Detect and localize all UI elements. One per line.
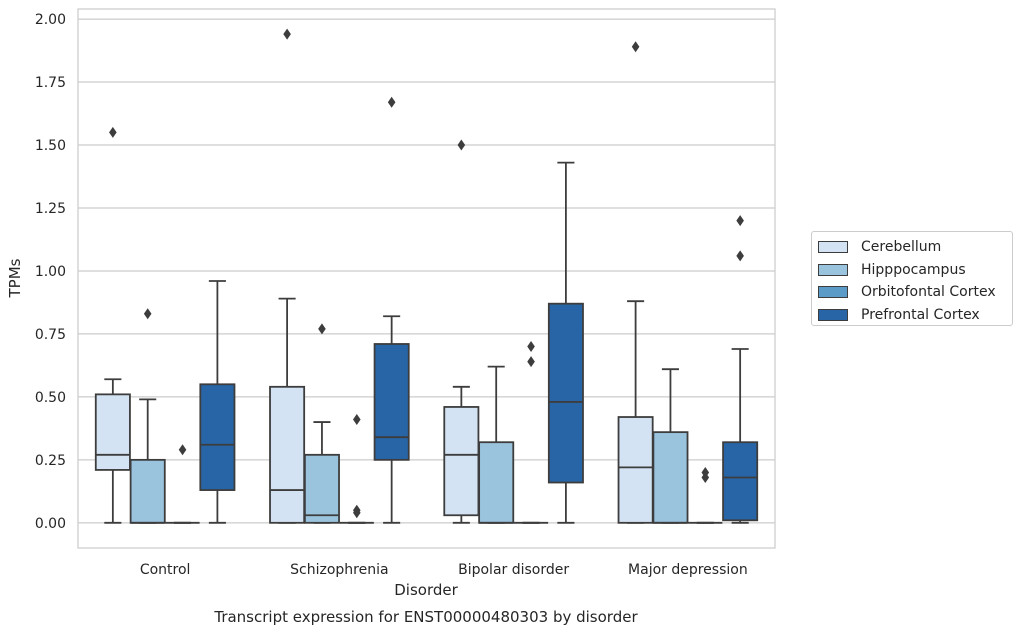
legend-swatch [818, 263, 848, 276]
x-tick-label: Bipolar disorder [458, 562, 569, 578]
legend-label: Orbitofontal Cortex [861, 284, 996, 301]
y-tick-label: 0.75 [35, 327, 66, 343]
box-1-2 [339, 414, 374, 524]
x-tick-label: Control [140, 562, 191, 578]
legend-item: Orbitofontal Cortex [818, 281, 1012, 304]
box-3-3 [722, 215, 759, 524]
outlier-point [527, 356, 535, 368]
outlier-point [353, 414, 361, 426]
box-2-1 [478, 365, 515, 524]
y-tick-label: 0.00 [35, 516, 66, 532]
outlier-point [457, 139, 466, 151]
box-body [303, 453, 340, 524]
box-3-1 [652, 368, 689, 524]
box-body [199, 383, 236, 491]
box-1-1 [303, 323, 340, 524]
x-tick-label: Major depression [628, 562, 748, 578]
outlier-point [353, 507, 361, 519]
box-1-0 [269, 28, 306, 524]
outlier-point [318, 323, 326, 335]
box-body [478, 441, 515, 524]
legend-item: Cerebellum [818, 236, 1012, 259]
y-tick-label: 1.00 [35, 264, 66, 280]
box-body [94, 393, 131, 471]
outlier-point [736, 215, 744, 227]
plot-frame [77, 8, 776, 549]
box-body [129, 458, 166, 524]
y-axis-label: TPMs [6, 258, 24, 298]
outlier-point [736, 250, 744, 262]
y-tick-labels: 0.00 0.25 0.50 0.75 1.00 1.25 1.50 1.75 2.00 [35, 12, 66, 532]
box-2-0 [443, 139, 480, 524]
box-3-0 [617, 41, 654, 524]
box-1-3 [373, 96, 410, 524]
y-tick-label: 0.50 [35, 390, 66, 406]
outlier-point [143, 308, 152, 320]
legend-item: Prefrontal Cortex [818, 304, 1012, 327]
y-tick-label: 1.25 [35, 201, 66, 217]
x-axis-label: Disorder [394, 581, 458, 599]
chart-title: Transcript expression for ENST0000048030… [213, 608, 638, 626]
outlier-point [387, 96, 396, 108]
box-0-2 [165, 444, 200, 524]
outlier-point [527, 341, 535, 353]
box-body [373, 343, 410, 461]
box-0-0 [94, 126, 131, 524]
box-body [443, 406, 480, 517]
legend-item: Hipppocampus [818, 259, 1012, 282]
box-3-2 [688, 466, 723, 524]
box-body [722, 441, 759, 522]
box-body [617, 416, 654, 524]
outlier-point [701, 471, 710, 483]
box-0-1 [129, 308, 166, 524]
outlier-point [631, 41, 640, 53]
outlier-point [109, 126, 117, 138]
box-body [547, 302, 584, 484]
boxes-group [94, 28, 759, 524]
y-tick-label: 1.50 [35, 138, 66, 154]
box-2-2 [513, 341, 549, 524]
box-2-3 [547, 161, 584, 524]
legend-label: Prefrontal Cortex [861, 306, 980, 323]
y-tick-label: 2.00 [35, 12, 66, 28]
box-0-3 [199, 280, 236, 524]
x-tick-label: Schizophrenia [290, 562, 388, 578]
legend-swatch [818, 308, 848, 321]
outlier-point [283, 28, 291, 40]
legend: Cerebellum Hipppocampus Orbitofontal Corte… [811, 231, 1013, 326]
outlier-point [178, 444, 187, 456]
y-tick-label: 0.25 [35, 453, 66, 469]
y-tick-label: 1.75 [35, 75, 66, 91]
legend-label: Hipppocampus [861, 261, 966, 278]
x-tick-labels: Control Schizophrenia Bipolar disorder Majo… [140, 562, 748, 578]
box-body [652, 431, 689, 524]
legend-swatch [818, 241, 848, 254]
legend-label: Cerebellum [861, 239, 942, 256]
legend-swatch [818, 286, 848, 299]
box-body [269, 385, 306, 524]
